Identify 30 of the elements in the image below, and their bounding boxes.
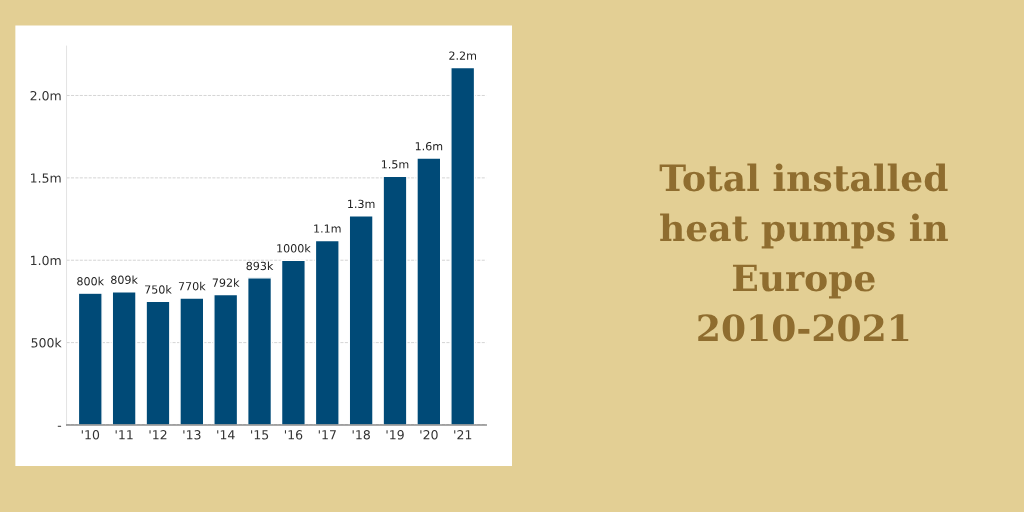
x-tick-label: '15	[251, 430, 269, 440]
x-tick-label: '10	[81, 430, 100, 440]
data-label: 1.3m	[348, 199, 375, 209]
data-label: 1.1m	[314, 224, 341, 233]
x-tick-label: '13	[183, 430, 201, 440]
x-tick-label: '14	[217, 430, 235, 440]
data-label: 893k	[246, 261, 274, 271]
data-label: 1000k	[277, 243, 311, 253]
x-tick-label: '11	[115, 430, 133, 440]
data-label: 809k	[111, 275, 138, 284]
x-tick-label: '16	[284, 430, 303, 440]
data-label: 792k	[212, 278, 240, 287]
text: Total installed heat pumps in Europe 2010-2021	[659, 163, 948, 342]
data-label: 800k	[77, 276, 105, 286]
data-label: 750k	[145, 285, 172, 294]
x-tick-label: '18	[352, 430, 370, 440]
y-tick-label: -	[57, 425, 62, 427]
data-label: 1.5m	[381, 160, 409, 169]
data-label: 770k	[178, 281, 206, 291]
y-tick-label: 1.5m	[31, 173, 61, 183]
x-tick-label: '19	[386, 430, 404, 440]
y-tick-label: 1.0m	[31, 255, 61, 266]
data-label: 1.6m	[415, 141, 443, 151]
x-tick-label: '21	[454, 430, 472, 440]
y-tick-label: 500k	[31, 337, 62, 348]
x-tick-label: '17	[318, 430, 336, 440]
y-tick-label: 2.0m	[30, 90, 61, 101]
x-tick-label: '20	[420, 430, 438, 440]
x-tick-label: '12	[149, 430, 167, 440]
data-label: 2.2m	[449, 51, 476, 60]
